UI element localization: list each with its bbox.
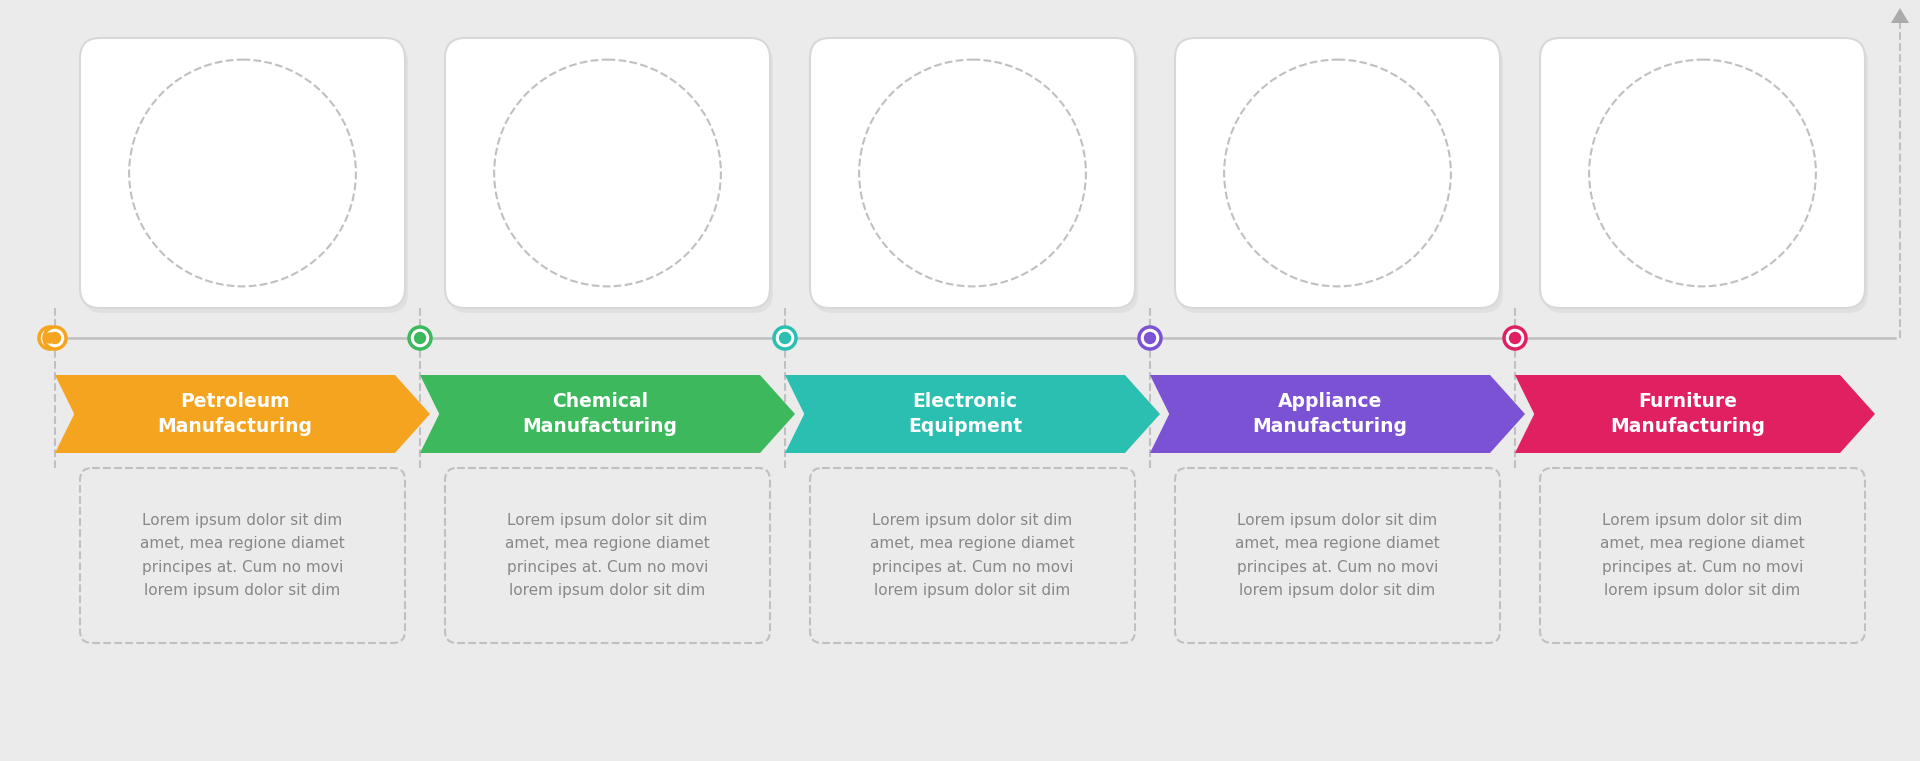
Circle shape xyxy=(1503,327,1526,349)
Circle shape xyxy=(409,327,430,349)
Polygon shape xyxy=(420,375,795,453)
FancyBboxPatch shape xyxy=(1179,43,1503,313)
FancyBboxPatch shape xyxy=(447,43,774,313)
Text: Lorem ipsum dolor sit dim
amet, mea regione diamet
principes at. Cum no movi
lor: Lorem ipsum dolor sit dim amet, mea regi… xyxy=(1599,513,1805,598)
FancyBboxPatch shape xyxy=(1175,468,1500,643)
FancyBboxPatch shape xyxy=(445,38,770,308)
Text: Chemical
Manufacturing: Chemical Manufacturing xyxy=(522,393,678,435)
FancyBboxPatch shape xyxy=(810,468,1135,643)
Circle shape xyxy=(50,333,61,343)
Polygon shape xyxy=(1515,375,1876,453)
Text: Lorem ipsum dolor sit dim
amet, mea regione diamet
principes at. Cum no movi
lor: Lorem ipsum dolor sit dim amet, mea regi… xyxy=(1235,513,1440,598)
Text: Lorem ipsum dolor sit dim
amet, mea regione diamet
principes at. Cum no movi
lor: Lorem ipsum dolor sit dim amet, mea regi… xyxy=(140,513,346,598)
FancyBboxPatch shape xyxy=(81,38,405,308)
Circle shape xyxy=(415,333,426,343)
Circle shape xyxy=(780,333,791,343)
FancyBboxPatch shape xyxy=(1175,38,1500,308)
Text: Furniture
Manufacturing: Furniture Manufacturing xyxy=(1611,393,1764,435)
Polygon shape xyxy=(1150,375,1524,453)
FancyBboxPatch shape xyxy=(81,468,405,643)
Circle shape xyxy=(774,327,797,349)
FancyBboxPatch shape xyxy=(812,43,1139,313)
Circle shape xyxy=(44,327,65,349)
Circle shape xyxy=(44,333,56,343)
FancyBboxPatch shape xyxy=(1540,38,1864,308)
FancyBboxPatch shape xyxy=(83,43,407,313)
Polygon shape xyxy=(56,375,430,453)
Text: Appliance
Manufacturing: Appliance Manufacturing xyxy=(1252,393,1407,435)
Polygon shape xyxy=(1891,8,1908,23)
Text: Electronic
Equipment: Electronic Equipment xyxy=(908,393,1021,435)
FancyBboxPatch shape xyxy=(1540,468,1864,643)
Circle shape xyxy=(38,327,61,349)
Text: Petroleum
Manufacturing: Petroleum Manufacturing xyxy=(157,393,313,435)
FancyBboxPatch shape xyxy=(1544,43,1868,313)
FancyBboxPatch shape xyxy=(810,38,1135,308)
FancyBboxPatch shape xyxy=(445,468,770,643)
Circle shape xyxy=(1139,327,1162,349)
Polygon shape xyxy=(785,375,1160,453)
Circle shape xyxy=(1144,333,1156,343)
Text: Lorem ipsum dolor sit dim
amet, mea regione diamet
principes at. Cum no movi
lor: Lorem ipsum dolor sit dim amet, mea regi… xyxy=(505,513,710,598)
Circle shape xyxy=(1509,333,1521,343)
Text: Lorem ipsum dolor sit dim
amet, mea regione diamet
principes at. Cum no movi
lor: Lorem ipsum dolor sit dim amet, mea regi… xyxy=(870,513,1075,598)
